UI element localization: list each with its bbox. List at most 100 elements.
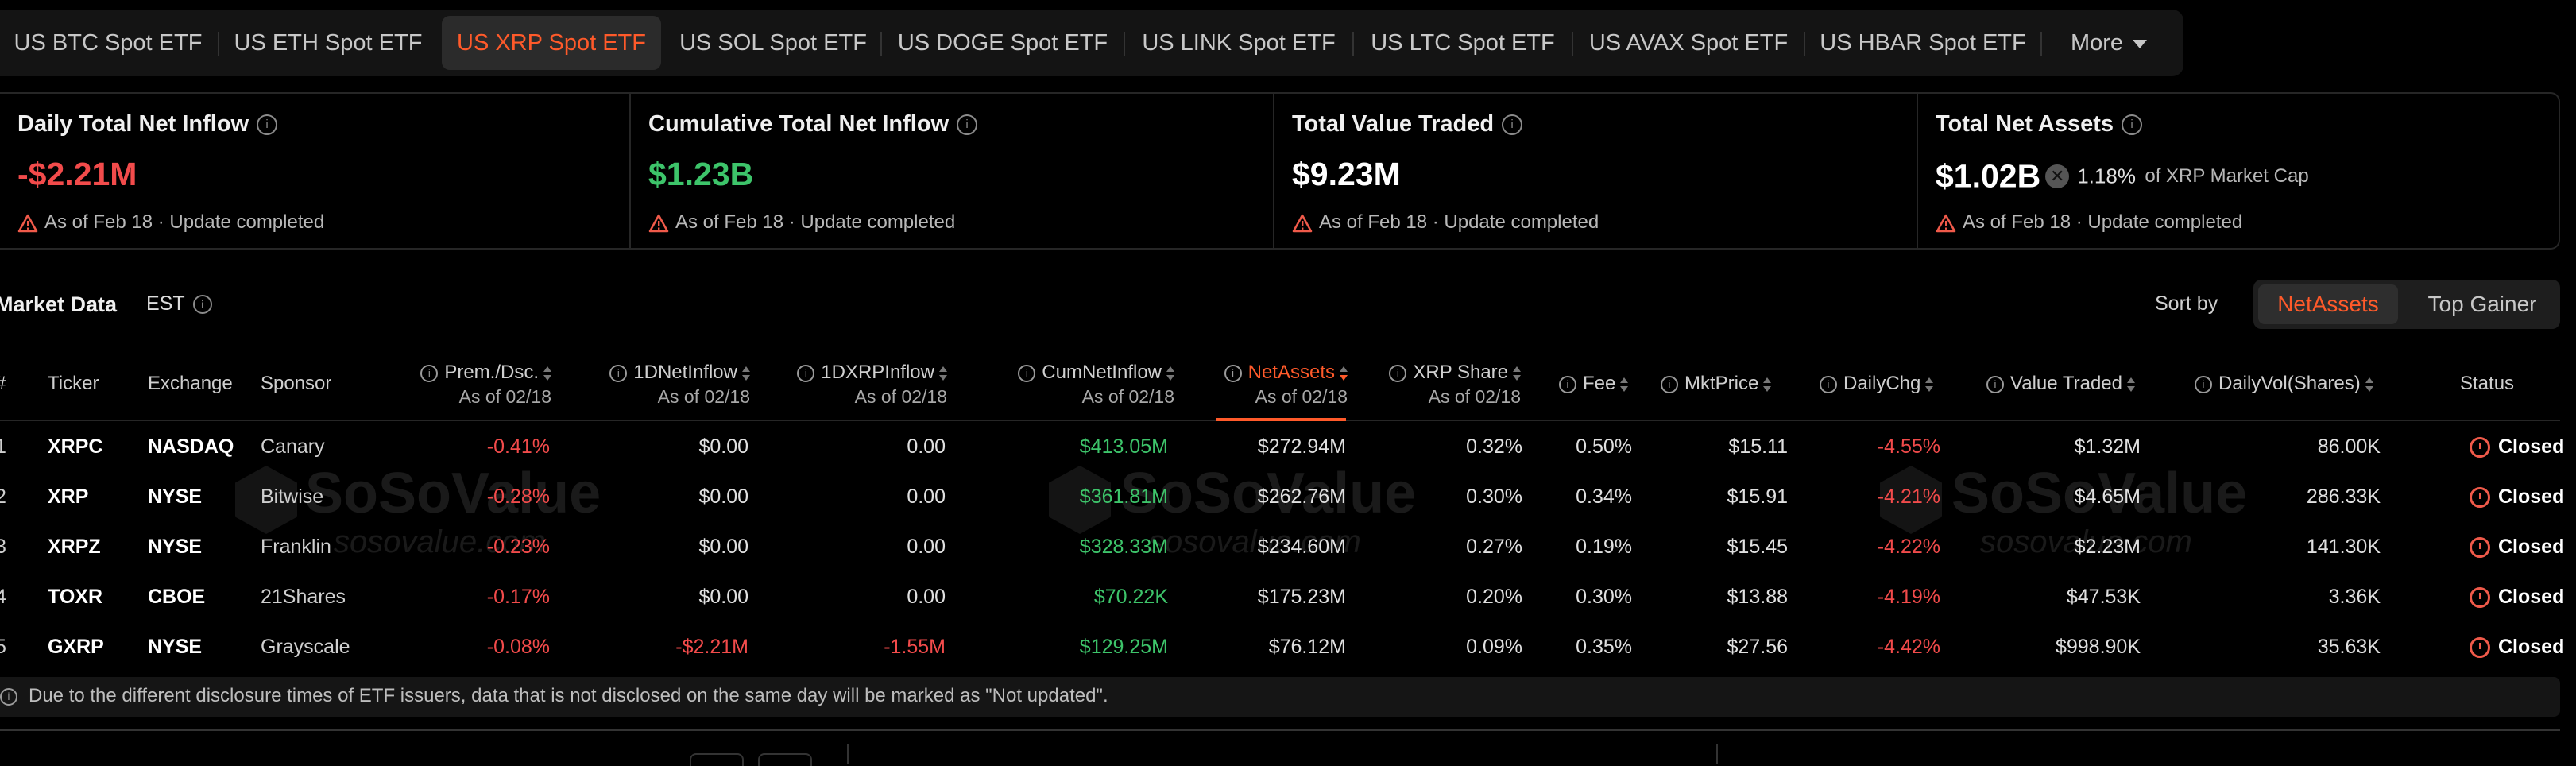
cum-inflow-cell: $361.81M bbox=[1079, 486, 1168, 508]
table-row[interactable]: 1 XRPC NASDAQ Canary -0.41% $0.00 0.00 $… bbox=[0, 421, 2564, 472]
warning-icon bbox=[17, 214, 38, 232]
tab-us-ltc-spot-etf[interactable]: US LTC Spot ETF bbox=[1371, 30, 1555, 56]
column-divider bbox=[847, 744, 849, 764]
table-row[interactable]: 2 XRP NYSE Bitwise -0.28% $0.00 0.00 $36… bbox=[0, 471, 2564, 522]
timezone-label: EST i bbox=[146, 292, 212, 315]
sort-icon[interactable] bbox=[1925, 377, 1934, 392]
sort-icon[interactable] bbox=[543, 366, 551, 381]
col-ticker: Ticker bbox=[48, 373, 99, 394]
exchange-cell: NYSE bbox=[148, 536, 203, 558]
info-icon[interactable]: i bbox=[192, 295, 212, 315]
info-icon[interactable]: i bbox=[1820, 375, 1837, 393]
col-mkt-price[interactable]: i MktPrice bbox=[1661, 372, 1772, 396]
sort-icon[interactable] bbox=[1166, 366, 1174, 381]
exchange-cell: NASDAQ bbox=[148, 435, 234, 458]
ticker-cell[interactable]: XRP bbox=[48, 486, 89, 508]
info-icon[interactable]: i bbox=[420, 364, 439, 382]
tab-separator bbox=[1352, 32, 1354, 56]
sponsor-cell: Grayscale bbox=[261, 636, 350, 658]
info-icon[interactable]: i bbox=[1559, 375, 1576, 393]
info-icon[interactable]: i bbox=[957, 114, 978, 136]
info-icon[interactable]: i bbox=[1502, 114, 1523, 136]
col-cum-net-inflow[interactable]: i CumNetInflow As of 02/18 bbox=[995, 361, 1174, 408]
sort-icon[interactable] bbox=[1513, 366, 1521, 381]
xrp-share-cell: 0.20% bbox=[1466, 586, 1522, 608]
net-assets-cell: $262.76M bbox=[1257, 486, 1346, 508]
prem-cell: -0.28% bbox=[486, 486, 550, 508]
exchange-cell: NYSE bbox=[148, 486, 203, 508]
tab-us-link-spot-etf[interactable]: US LINK Spot ETF bbox=[1142, 30, 1336, 56]
sort-netassets-button[interactable]: NetAssets bbox=[2258, 284, 2398, 324]
mkt-price-cell: $27.56 bbox=[1727, 636, 1788, 658]
tab-us-hbar-spot-etf[interactable]: US HBAR Spot ETF bbox=[1820, 30, 2026, 56]
clock-icon bbox=[2470, 437, 2490, 458]
net-inflow-cell: $0.00 bbox=[698, 486, 748, 508]
table-row[interactable]: 4 TOXR CBOE 21Shares -0.17% $0.00 0.00 $… bbox=[0, 571, 2564, 622]
info-icon[interactable]: i bbox=[609, 364, 628, 382]
sort-icon[interactable] bbox=[2127, 377, 2135, 392]
card-value: $9.23M bbox=[1292, 156, 1401, 192]
sort-icon[interactable] bbox=[742, 366, 750, 381]
fee-cell: 0.30% bbox=[1576, 586, 1632, 608]
mkt-price-cell: $13.88 bbox=[1727, 586, 1788, 608]
pager-button[interactable] bbox=[758, 753, 812, 766]
clock-icon bbox=[2470, 637, 2490, 659]
table-row[interactable]: 3 XRPZ NYSE Franklin -0.23% $0.00 0.00 $… bbox=[0, 521, 2564, 572]
daily-vol-cell: 35.63K bbox=[2317, 636, 2381, 658]
sort-top-gainer-button[interactable]: Top Gainer bbox=[2427, 292, 2537, 316]
col-net-assets[interactable]: i NetAssets As of 02/18 bbox=[1200, 361, 1348, 408]
tab-us-doge-spot-etf[interactable]: US DOGE Spot ETF bbox=[897, 30, 1108, 56]
pager-button[interactable] bbox=[690, 753, 744, 766]
info-icon[interactable]: i bbox=[1018, 364, 1036, 382]
status-cell: Closed bbox=[2470, 521, 2564, 572]
more-tabs-dropdown[interactable]: More bbox=[2045, 16, 2172, 70]
status-cell: Closed bbox=[2470, 571, 2564, 622]
col-1d-xrp-inflow[interactable]: i 1DXRPInflow As of 02/18 bbox=[764, 361, 947, 408]
value-traded-cell: $47.53K bbox=[2066, 586, 2141, 608]
info-icon[interactable]: i bbox=[1389, 364, 1407, 382]
table-row[interactable]: 5 GXRP NYSE Grayscale -0.08% -$2.21M -1.… bbox=[0, 621, 2564, 672]
ticker-cell[interactable]: XRPZ bbox=[48, 536, 101, 558]
col-prem-dsc[interactable]: i Prem./Dsc. As of 02/18 bbox=[397, 361, 551, 408]
col-fee[interactable]: i Fee bbox=[1559, 372, 1629, 396]
col-daily-vol[interactable]: i DailyVol(Shares) bbox=[2195, 372, 2373, 396]
col-xrp-share[interactable]: i XRP Share As of 02/18 bbox=[1381, 361, 1521, 408]
ticker-cell[interactable]: GXRP bbox=[48, 636, 104, 658]
market-data-title: Market Data bbox=[0, 292, 118, 316]
sort-icon[interactable] bbox=[2365, 377, 2373, 392]
card-title: Total Net Assets i bbox=[1936, 111, 2142, 137]
prem-cell: -0.08% bbox=[486, 636, 550, 658]
tab-us-eth-spot-etf[interactable]: US ETH Spot ETF bbox=[234, 30, 423, 56]
info-icon[interactable]: i bbox=[2122, 114, 2142, 136]
sort-icon[interactable] bbox=[1763, 377, 1772, 392]
ticker-cell[interactable]: TOXR bbox=[48, 586, 102, 608]
info-icon[interactable]: i bbox=[1986, 375, 2004, 393]
card-status: As of Feb 18 · Update completed bbox=[17, 211, 324, 234]
sort-icon[interactable] bbox=[1620, 377, 1629, 392]
cum-inflow-cell: $328.33M bbox=[1079, 536, 1168, 558]
card-title: Total Value Traded i bbox=[1292, 111, 1523, 137]
col-daily-chg[interactable]: i DailyChg bbox=[1820, 372, 1934, 396]
col-value-traded[interactable]: i Value Traded bbox=[1986, 372, 2135, 396]
xrp-inflow-cell: 0.00 bbox=[907, 536, 946, 558]
tab-us-avax-spot-etf[interactable]: US AVAX Spot ETF bbox=[1588, 30, 1789, 56]
daily-vol-cell: 3.36K bbox=[2328, 586, 2381, 608]
col-1d-net-inflow[interactable]: i 1DNetInflow As of 02/18 bbox=[572, 361, 750, 408]
fee-cell: 0.50% bbox=[1576, 435, 1632, 458]
daily-vol-cell: 86.00K bbox=[2317, 435, 2381, 458]
info-icon[interactable]: i bbox=[797, 364, 815, 382]
net-inflow-cell: $0.00 bbox=[698, 536, 748, 558]
status-cell: Closed bbox=[2470, 471, 2564, 522]
info-icon[interactable]: i bbox=[1661, 375, 1678, 393]
market-cap-percent: 1.18% bbox=[2077, 164, 2136, 188]
info-icon[interactable]: i bbox=[2195, 375, 2212, 393]
tab-us-sol-spot-etf[interactable]: US SOL Spot ETF bbox=[679, 30, 867, 56]
value-traded-cell: $1.32M bbox=[2074, 435, 2141, 458]
sort-desc-icon[interactable] bbox=[1340, 366, 1348, 381]
tab-us-btc-spot-etf[interactable]: US BTC Spot ETF bbox=[14, 30, 203, 56]
tab-us-xrp-spot-etf[interactable]: US XRP Spot ETF bbox=[442, 16, 661, 70]
sort-icon[interactable] bbox=[939, 366, 947, 381]
ticker-cell[interactable]: XRPC bbox=[48, 435, 103, 458]
info-icon[interactable]: i bbox=[1224, 364, 1242, 382]
info-icon[interactable]: i bbox=[257, 114, 278, 136]
